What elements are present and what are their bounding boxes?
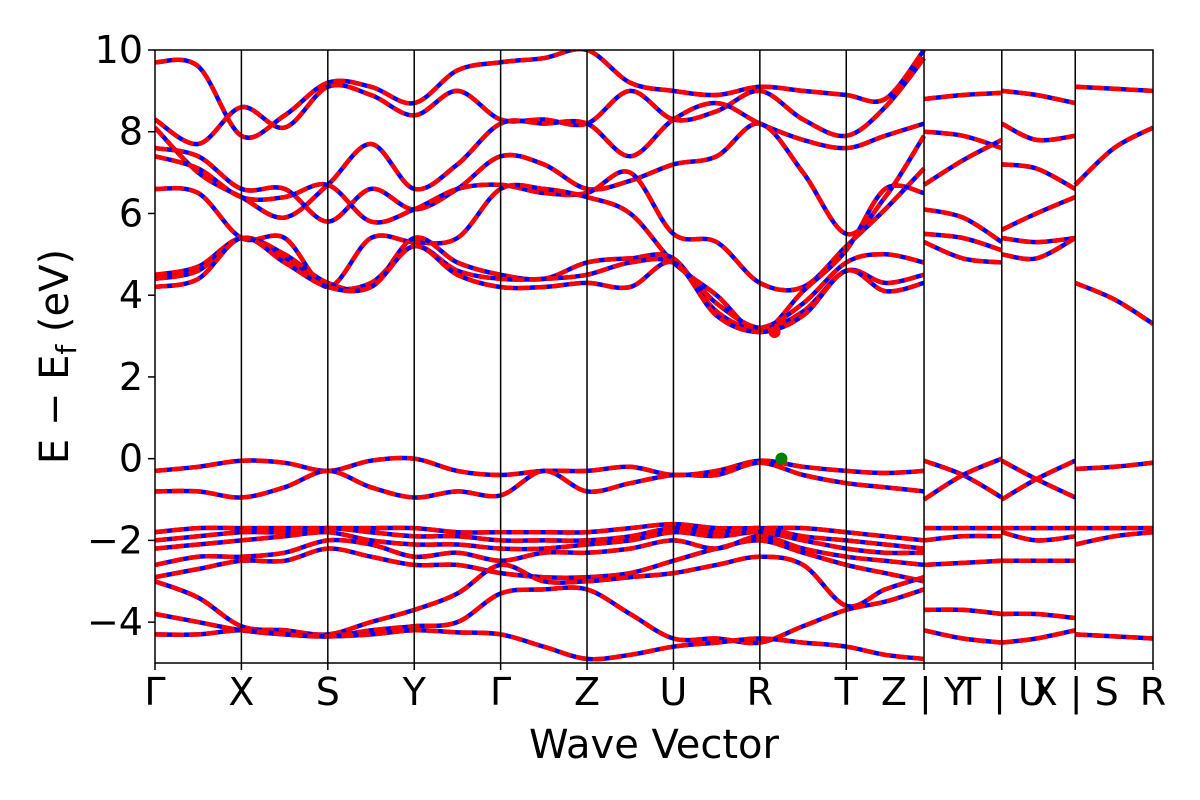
band-line-1 xyxy=(155,56,926,147)
band-line-13 xyxy=(923,231,1003,253)
band-line-0 xyxy=(155,50,926,140)
band-line-15 xyxy=(1001,88,1076,106)
band-line-25-blue xyxy=(155,460,925,500)
band-line-4-blue xyxy=(155,154,926,293)
x-tick-label-4: Γ xyxy=(490,670,511,714)
band-line-20 xyxy=(1001,236,1077,262)
band-line-30-blue xyxy=(155,538,925,584)
band-line-39 xyxy=(923,607,1003,617)
y-tick-label-0: −4 xyxy=(87,600,143,644)
band-line-38 xyxy=(923,558,1002,568)
band-line-5 xyxy=(155,182,925,335)
band-line-40 xyxy=(923,628,1003,645)
band-line-7 xyxy=(155,235,925,331)
plot-frame xyxy=(154,49,1154,664)
band-line-50 xyxy=(1074,529,1153,547)
y-tick-label-6: 8 xyxy=(119,110,143,154)
y-tick-label-1: −2 xyxy=(87,518,143,562)
band-line-44 xyxy=(1001,530,1076,543)
y-axis-title-main: E − E xyxy=(32,355,78,465)
band-line-1-blue xyxy=(155,56,926,147)
band-line-21 xyxy=(1075,84,1153,94)
y-axis-title-subscript: f xyxy=(50,344,83,355)
band-line-32 xyxy=(155,585,925,646)
y-tick-label-2: 0 xyxy=(119,437,143,481)
band-line-4 xyxy=(155,154,926,293)
band-line-51 xyxy=(1075,632,1153,641)
y-tick-label-3: 2 xyxy=(119,355,143,399)
band-line-30 xyxy=(155,538,925,584)
band-line-22-blue xyxy=(1073,125,1153,187)
band-line-19 xyxy=(1001,235,1076,245)
band-line-31 xyxy=(155,554,925,637)
x-tick-label-11: X | S xyxy=(1032,670,1119,715)
band-line-2 xyxy=(155,100,925,220)
x-tick-label-0: Γ xyxy=(144,670,165,714)
band-line-11 xyxy=(922,137,1003,187)
band-line-37 xyxy=(923,533,1002,543)
band-line-33-blue xyxy=(155,628,925,662)
band-line-3 xyxy=(155,121,926,237)
high-symmetry-lines xyxy=(240,50,1076,663)
band-line-23 xyxy=(1074,280,1153,326)
y-tick-label-4: 4 xyxy=(119,273,143,317)
x-tick-label-3: Y xyxy=(402,670,427,714)
markers-layer xyxy=(768,325,788,465)
band-line-28 xyxy=(155,529,925,556)
x-tick-label-12: R xyxy=(1140,670,1166,714)
band-line-46 xyxy=(1001,611,1076,621)
band-line-22 xyxy=(1073,125,1153,187)
band-line-47 xyxy=(1001,628,1076,645)
x-tick-label-6: U xyxy=(660,670,688,714)
x-axis-title: Wave Vector xyxy=(529,722,780,768)
bands-layer xyxy=(155,50,1153,662)
marker-1 xyxy=(775,452,788,465)
x-tick-label-10: T | U xyxy=(957,670,1046,715)
y-axis-title-unit: (eV) xyxy=(32,249,78,345)
band-line-9 xyxy=(923,90,1002,102)
band-line-17 xyxy=(1001,162,1077,191)
band-line-35 xyxy=(922,456,1003,502)
band-line-8 xyxy=(155,235,925,335)
band-line-26 xyxy=(155,521,925,543)
band-line-14 xyxy=(923,240,1003,265)
marker-0 xyxy=(768,325,781,338)
y-axis-ticks: −4 −2 0 2 4 6 8 10 xyxy=(87,28,155,644)
y-tick-label-5: 6 xyxy=(119,191,143,235)
band-line-18 xyxy=(1000,195,1077,232)
band-line-42 xyxy=(1000,458,1077,502)
x-tick-label-2: S xyxy=(316,670,340,714)
band-line-48 xyxy=(1075,460,1153,472)
band-line-27 xyxy=(155,525,925,551)
x-tick-label-1: X xyxy=(228,670,254,714)
band-line-33 xyxy=(155,628,925,662)
band-line-29 xyxy=(155,534,925,568)
y-axis-title: E − Ef (eV) xyxy=(32,249,83,464)
x-tick-label-7: R xyxy=(747,670,773,714)
band-line-16 xyxy=(1000,121,1076,143)
y-tick-label-7: 10 xyxy=(95,28,143,72)
band-line-12 xyxy=(923,207,1004,245)
band-line-16-blue xyxy=(1000,121,1076,143)
x-tick-label-8: T xyxy=(834,670,859,714)
x-tick-label-5: Z xyxy=(574,670,600,714)
x-tick-label-9: Z | Y xyxy=(881,670,968,715)
x-axis-ticks: Γ X S Y Γ Z U R T Z | YT | UX | S R xyxy=(144,663,1166,715)
